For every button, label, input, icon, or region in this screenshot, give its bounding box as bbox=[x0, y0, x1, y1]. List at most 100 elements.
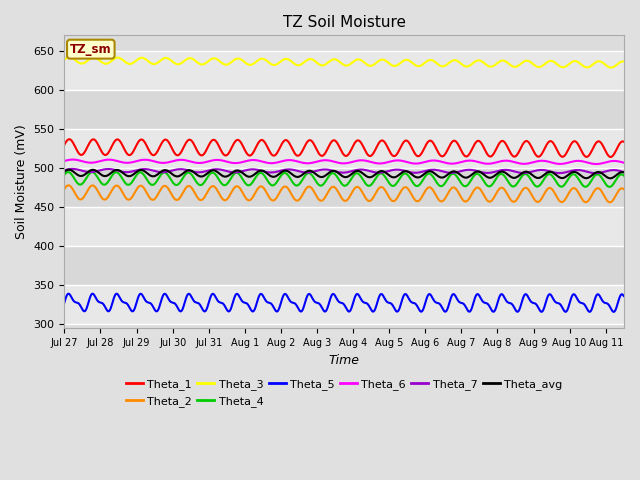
Theta_6 bbox=[333, 159, 340, 165]
Theta_4 bbox=[604, 183, 612, 189]
Theta_6 bbox=[61, 158, 68, 164]
Theta_7 bbox=[604, 168, 612, 174]
Title: TZ Soil Moisture: TZ Soil Moisture bbox=[283, 15, 406, 30]
Theta_1 bbox=[607, 154, 614, 160]
Theta_2 bbox=[90, 183, 97, 189]
Theta_3 bbox=[604, 64, 612, 70]
Theta_5 bbox=[90, 291, 97, 297]
Theta_7 bbox=[318, 167, 326, 172]
Line: Theta_7: Theta_7 bbox=[65, 169, 624, 173]
Theta_6 bbox=[90, 160, 97, 166]
Theta_2 bbox=[333, 187, 340, 192]
Theta_1 bbox=[65, 136, 73, 142]
Theta_1 bbox=[604, 152, 612, 158]
Bar bbox=[65, 129, 624, 168]
Y-axis label: Soil Moisture (mV): Soil Moisture (mV) bbox=[15, 124, 28, 239]
Line: Theta_avg: Theta_avg bbox=[65, 170, 624, 178]
Theta_6 bbox=[604, 159, 612, 165]
Theta_1 bbox=[620, 139, 628, 144]
X-axis label: Time: Time bbox=[328, 354, 360, 367]
Theta_7 bbox=[620, 169, 628, 175]
Theta_2 bbox=[604, 199, 612, 204]
Line: Theta_2: Theta_2 bbox=[65, 185, 624, 202]
Theta_2 bbox=[318, 198, 326, 204]
Theta_5 bbox=[333, 296, 340, 301]
Theta_2 bbox=[604, 198, 611, 204]
Theta_3 bbox=[620, 59, 628, 64]
Theta_6 bbox=[69, 156, 77, 162]
Theta_7 bbox=[61, 167, 68, 173]
Theta_2 bbox=[65, 182, 72, 188]
Theta_3 bbox=[604, 63, 611, 69]
Theta_avg bbox=[333, 169, 340, 175]
Theta_7 bbox=[501, 167, 509, 173]
Theta_6 bbox=[620, 160, 628, 166]
Theta_avg bbox=[61, 168, 68, 174]
Theta_3 bbox=[66, 54, 74, 60]
Theta_5 bbox=[318, 305, 326, 311]
Theta_avg bbox=[607, 175, 614, 181]
Line: Theta_3: Theta_3 bbox=[65, 57, 624, 68]
Theta_1 bbox=[61, 142, 68, 148]
Theta_3 bbox=[318, 62, 326, 68]
Theta_1 bbox=[604, 152, 611, 157]
Theta_7 bbox=[604, 168, 612, 174]
Bar bbox=[65, 285, 624, 324]
Theta_4 bbox=[61, 172, 68, 178]
Theta_1 bbox=[318, 153, 326, 159]
Line: Theta_5: Theta_5 bbox=[65, 294, 624, 312]
Theta_4 bbox=[501, 174, 509, 180]
Theta_3 bbox=[607, 65, 615, 71]
Line: Theta_6: Theta_6 bbox=[65, 159, 624, 164]
Theta_7 bbox=[68, 166, 76, 172]
Theta_3 bbox=[61, 57, 68, 62]
Theta_6 bbox=[604, 159, 612, 165]
Line: Theta_1: Theta_1 bbox=[65, 139, 624, 157]
Theta_2 bbox=[61, 186, 68, 192]
Theta_3 bbox=[90, 55, 97, 60]
Bar bbox=[65, 90, 624, 129]
Theta_4 bbox=[604, 183, 611, 189]
Theta_6 bbox=[592, 161, 600, 167]
Theta_5 bbox=[604, 301, 612, 307]
Theta_2 bbox=[501, 188, 509, 193]
Theta_avg bbox=[620, 169, 628, 175]
Line: Theta_4: Theta_4 bbox=[65, 172, 624, 187]
Theta_3 bbox=[333, 57, 340, 63]
Theta_5 bbox=[61, 300, 68, 305]
Theta_6 bbox=[318, 157, 326, 163]
Theta_5 bbox=[610, 309, 618, 315]
Theta_6 bbox=[501, 158, 509, 164]
Theta_7 bbox=[333, 169, 340, 175]
Theta_avg bbox=[604, 175, 612, 180]
Theta_avg bbox=[65, 167, 73, 173]
Theta_avg bbox=[90, 167, 97, 173]
Bar bbox=[65, 246, 624, 285]
Theta_4 bbox=[64, 169, 72, 175]
Bar bbox=[65, 207, 624, 246]
Theta_5 bbox=[501, 296, 509, 302]
Theta_1 bbox=[333, 139, 340, 145]
Theta_3 bbox=[501, 58, 509, 64]
Theta_5 bbox=[604, 301, 611, 307]
Theta_1 bbox=[90, 136, 97, 142]
Legend: Theta_1, Theta_2, Theta_3, Theta_4, Theta_5, Theta_6, Theta_7, Theta_avg: Theta_1, Theta_2, Theta_3, Theta_4, Thet… bbox=[122, 375, 566, 411]
Bar bbox=[65, 51, 624, 90]
Theta_4 bbox=[605, 184, 613, 190]
Theta_7 bbox=[90, 169, 97, 175]
Theta_2 bbox=[606, 199, 614, 205]
Theta_5 bbox=[65, 291, 72, 297]
Theta_4 bbox=[318, 182, 326, 188]
Theta_1 bbox=[501, 140, 509, 146]
Theta_avg bbox=[318, 174, 326, 180]
Theta_avg bbox=[604, 175, 611, 180]
Theta_7 bbox=[592, 170, 600, 176]
Bar bbox=[65, 168, 624, 207]
Theta_5 bbox=[620, 293, 628, 299]
Theta_avg bbox=[501, 170, 509, 176]
Theta_4 bbox=[620, 173, 628, 179]
Theta_2 bbox=[620, 186, 628, 192]
Theta_4 bbox=[90, 169, 97, 175]
Text: TZ_sm: TZ_sm bbox=[70, 43, 111, 56]
Theta_4 bbox=[333, 173, 340, 179]
